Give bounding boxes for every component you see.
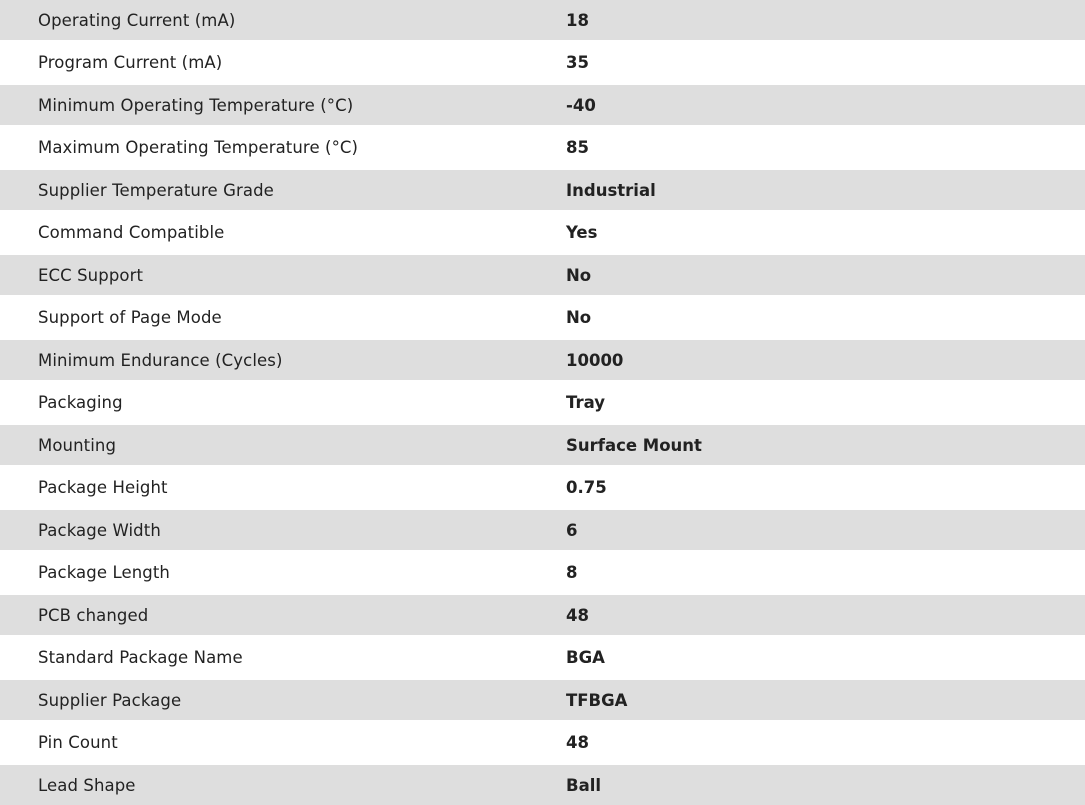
spec-label: Package Length [38,563,170,582]
spec-label: Pin Count [38,733,118,752]
spec-label: Packaging [38,393,123,412]
spec-value: 10000 [566,350,624,370]
table-row: Operating Current (mA) 18 [0,0,1085,40]
table-row: Program Current (mA) 35 [0,40,1085,85]
spec-value: 0.75 [566,478,607,497]
table-row: Mounting Surface Mount [0,425,1085,465]
table-row: PCB changed 48 [0,595,1085,635]
table-row: Minimum Operating Temperature (°C) -40 [0,85,1085,125]
table-row: Supplier Temperature Grade Industrial [0,170,1085,210]
spec-label: Maximum Operating Temperature (°C) [38,138,359,157]
table-row: Packaging Tray [0,380,1085,425]
spec-value: -40 [566,95,596,115]
spec-value: Tray [566,393,605,412]
table-row: Lead Shape Ball [0,765,1085,805]
spec-value: 48 [566,605,589,625]
table-row: Standard Package Name BGA [0,635,1085,680]
spec-label: Minimum Operating Temperature (°C) [38,95,354,115]
spec-value: BGA [566,648,605,667]
spec-label: Standard Package Name [38,648,243,667]
table-row: Package Length 8 [0,550,1085,595]
table-row: Command Compatible Yes [0,210,1085,255]
spec-value: Industrial [566,180,656,200]
spec-label: Lead Shape [38,775,136,795]
spec-value: 18 [566,10,589,30]
table-row: Package Width 6 [0,510,1085,550]
table-row: Pin Count 48 [0,720,1085,765]
spec-value: Ball [566,775,602,795]
spec-value: No [566,308,592,327]
spec-label: Package Height [38,478,168,497]
spec-value: 8 [566,563,578,582]
spec-value: TFBGA [566,690,628,710]
spec-value: 85 [566,138,589,157]
spec-value: Surface Mount [566,435,702,455]
table-row: ECC Support No [0,255,1085,295]
spec-label: Supplier Temperature Grade [38,180,274,200]
spec-label: Supplier Package [38,690,182,710]
table-row: Supplier Package TFBGA [0,680,1085,720]
table-row: Package Height 0.75 [0,465,1085,510]
spec-label: ECC Support [38,265,144,285]
spec-label: Minimum Endurance (Cycles) [38,350,283,370]
table-row: Maximum Operating Temperature (°C) 85 [0,125,1085,170]
spec-label: PCB changed [38,605,149,625]
spec-value: Yes [566,223,598,242]
spec-value: 48 [566,733,589,752]
spec-value: 35 [566,53,589,72]
spec-label: Program Current (mA) [38,53,223,72]
spec-value: 6 [566,520,578,540]
spec-label: Support of Page Mode [38,308,222,327]
spec-label: Mounting [38,435,117,455]
spec-label: Operating Current (mA) [38,10,236,30]
spec-label: Package Width [38,520,161,540]
spec-label: Command Compatible [38,223,225,242]
table-row: Support of Page Mode No [0,295,1085,340]
table-row: Minimum Endurance (Cycles) 10000 [0,340,1085,380]
spec-value: No [566,265,592,285]
